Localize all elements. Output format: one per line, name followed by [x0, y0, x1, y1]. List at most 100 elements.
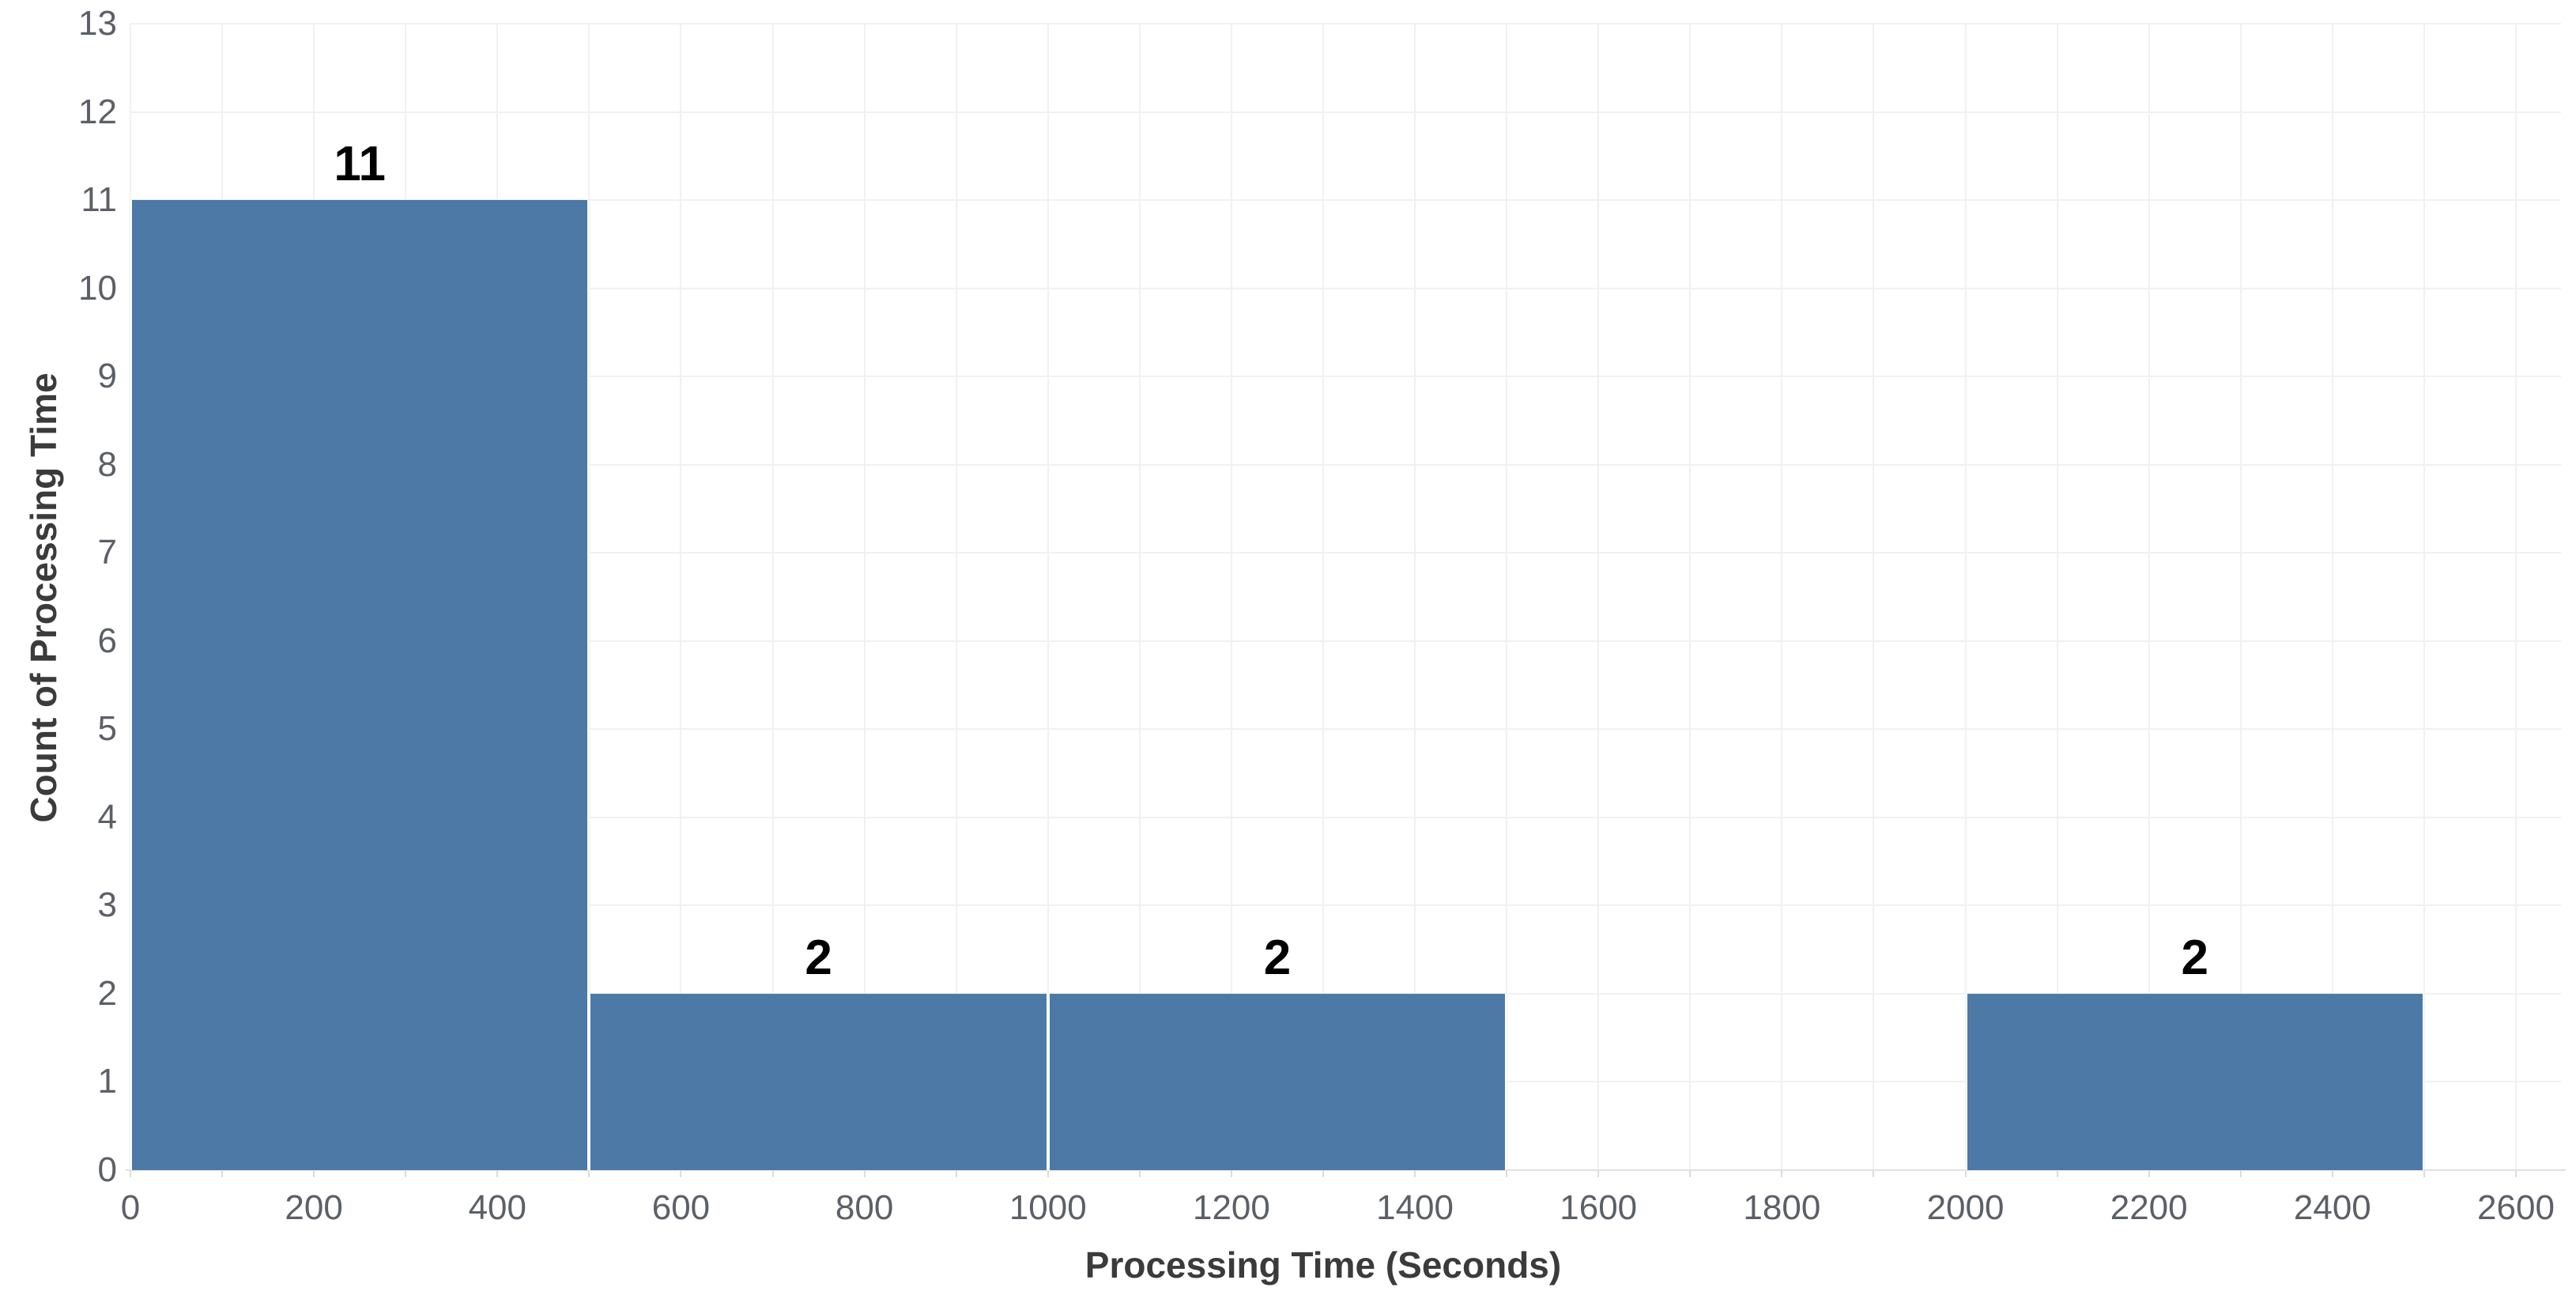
x-tick-mark: [1873, 1171, 1875, 1177]
x-gridline: [863, 24, 866, 1170]
x-tick-mark: [2331, 1171, 2333, 1177]
x-tick-label: 600: [651, 1188, 711, 1227]
x-tick-mark: [313, 1171, 315, 1177]
y-gridline: [130, 23, 2561, 25]
histogram-bar[interactable]: [589, 993, 1048, 1170]
x-axis-line: [126, 1169, 2566, 1171]
x-gridline: [1138, 24, 1141, 1170]
x-gridline: [1781, 24, 1783, 1170]
x-gridline: [2056, 24, 2058, 1170]
y-tick-label: 6: [97, 621, 117, 660]
x-gridline: [1873, 24, 1875, 1170]
x-tick-mark: [588, 1171, 590, 1177]
x-tick-label: 1000: [1009, 1188, 1087, 1227]
y-gridline: [130, 552, 2561, 554]
y-gridline: [130, 816, 2561, 818]
x-tick-label: 2400: [2293, 1188, 2371, 1227]
histogram-bar[interactable]: [1965, 993, 2424, 1170]
x-tick-mark: [405, 1171, 407, 1177]
x-tick-label: 1800: [1743, 1188, 1821, 1227]
x-gridline: [2148, 24, 2150, 1170]
bar-value-label: 11: [334, 137, 386, 192]
x-tick-mark: [1230, 1171, 1232, 1177]
x-tick-mark: [221, 1171, 224, 1177]
x-tick-label: 2600: [2477, 1188, 2555, 1227]
x-tick-mark: [1964, 1171, 1967, 1177]
x-gridline: [1964, 24, 1967, 1170]
y-gridline: [130, 111, 2561, 113]
x-tick-label: 200: [285, 1188, 343, 1227]
x-gridline: [588, 24, 590, 1170]
y-gridline: [130, 904, 2561, 907]
x-tick-label: 1400: [1376, 1188, 1454, 1227]
x-tick-mark: [2056, 1171, 2058, 1177]
y-tick-label: 9: [97, 357, 117, 396]
x-tick-mark: [2515, 1171, 2517, 1177]
x-tick-label: 0: [120, 1188, 141, 1227]
bar-value-label: 2: [1263, 930, 1292, 985]
x-tick-label: 800: [835, 1188, 894, 1227]
x-tick-label: 2000: [1926, 1188, 2005, 1227]
x-tick-mark: [1138, 1171, 1141, 1177]
y-tick-label: 5: [97, 709, 117, 749]
x-tick-mark: [1597, 1171, 1600, 1177]
x-gridline: [1689, 24, 1692, 1170]
x-tick-mark: [955, 1171, 957, 1177]
histogram-bar[interactable]: [130, 200, 590, 1170]
x-tick-mark: [1322, 1171, 1324, 1177]
y-tick-label: 2: [97, 973, 117, 1013]
x-tick-mark: [863, 1171, 866, 1177]
y-gridline: [130, 728, 2561, 731]
x-gridline: [2331, 24, 2333, 1170]
y-tick-label: 0: [97, 1150, 117, 1189]
x-tick-label: 2200: [2110, 1188, 2188, 1227]
x-gridline: [2515, 24, 2517, 1170]
x-tick-mark: [496, 1171, 499, 1177]
y-tick-label: 1: [97, 1062, 117, 1101]
y-gridline: [130, 287, 2561, 289]
x-gridline: [680, 24, 682, 1170]
x-gridline: [1047, 24, 1049, 1170]
bar-value-label: 2: [2181, 930, 2208, 985]
x-axis-title: Processing Time (Seconds): [1084, 1244, 1562, 1286]
x-gridline: [2423, 24, 2425, 1170]
y-tick-label: 11: [81, 180, 117, 220]
x-gridline: [1597, 24, 1600, 1170]
bar-value-label: 2: [805, 930, 832, 985]
y-tick-label: 8: [97, 444, 117, 484]
y-axis-title: Count of Processing Time: [23, 372, 64, 823]
x-tick-mark: [680, 1171, 682, 1177]
histogram-bar[interactable]: [1047, 993, 1507, 1170]
y-tick-label: 4: [97, 797, 117, 836]
y-tick-label: 3: [97, 885, 117, 925]
x-tick-mark: [1689, 1171, 1692, 1177]
x-tick-label: 400: [468, 1188, 526, 1227]
x-gridline: [1506, 24, 1508, 1170]
x-tick-mark: [2148, 1171, 2150, 1177]
y-tick-label: 7: [97, 533, 117, 572]
x-tick-mark: [1781, 1171, 1783, 1177]
x-tick-mark: [1414, 1171, 1416, 1177]
y-tick-label: 12: [78, 92, 117, 131]
x-gridline: [2239, 24, 2242, 1170]
x-tick-mark: [771, 1171, 774, 1177]
y-gridline: [130, 199, 2561, 202]
y-tick-label: 10: [78, 268, 117, 308]
x-gridline: [955, 24, 957, 1170]
x-tick-label: 1600: [1560, 1188, 1638, 1227]
x-tick-mark: [1047, 1171, 1049, 1177]
y-tick-label: 13: [78, 4, 117, 43]
x-tick-mark: [2423, 1171, 2425, 1177]
x-tick-mark: [1506, 1171, 1508, 1177]
x-tick-label: 1200: [1192, 1188, 1270, 1227]
x-gridline: [1414, 24, 1416, 1170]
y-gridline: [130, 640, 2561, 642]
x-gridline: [1230, 24, 1232, 1170]
x-tick-mark: [130, 1171, 131, 1177]
y-gridline: [130, 463, 2561, 466]
x-gridline: [771, 24, 774, 1170]
y-gridline: [130, 376, 2561, 378]
x-gridline: [1322, 24, 1324, 1170]
x-tick-mark: [2239, 1171, 2242, 1177]
